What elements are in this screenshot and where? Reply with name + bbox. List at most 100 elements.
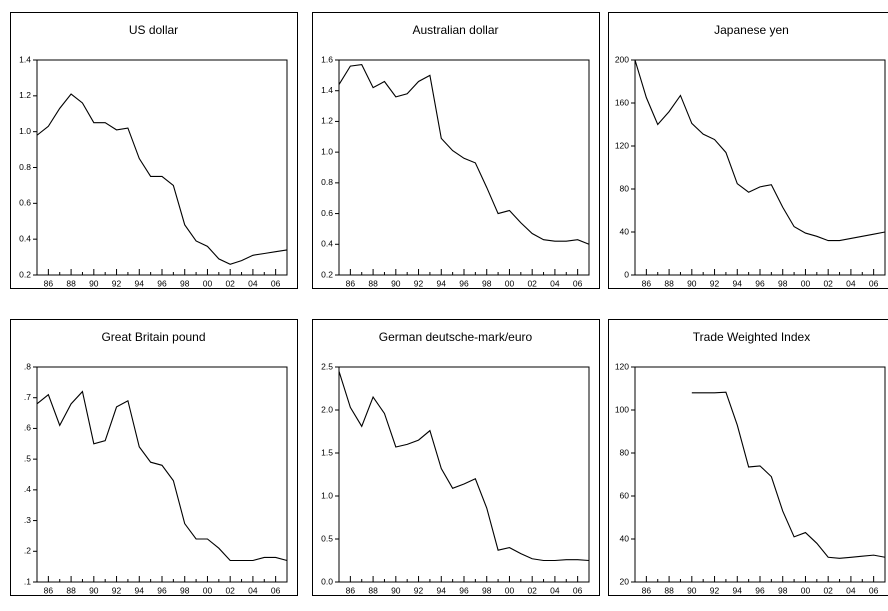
panel-title: Japanese yen bbox=[714, 23, 789, 37]
x-tick-label: 86 bbox=[346, 585, 356, 595]
panel: US dollar 0.2 0.4 0.6 0.8 1.0 1.2 1.4 86 88 90 92 94… bbox=[10, 12, 298, 289]
plot-frame bbox=[36, 59, 288, 276]
y-tick-label: 40 bbox=[620, 533, 630, 543]
x-tick-label: 94 bbox=[437, 278, 447, 288]
y-tick-label: .4 bbox=[24, 484, 31, 494]
y-tick-label: 1.2 bbox=[19, 90, 31, 100]
panel-title: US dollar bbox=[129, 23, 178, 37]
y-tick-label: 0.6 bbox=[321, 208, 333, 218]
y-tick-label: 80 bbox=[620, 183, 630, 193]
y-tick-label: 120 bbox=[615, 140, 629, 150]
x-tick-label: 04 bbox=[248, 278, 258, 288]
x-tick-label: 88 bbox=[368, 585, 378, 595]
x-tick-label: 90 bbox=[391, 278, 401, 288]
y-tick-label: 120 bbox=[615, 361, 629, 371]
y-tick-label: .6 bbox=[24, 423, 31, 433]
x-tick-label: 86 bbox=[44, 585, 54, 595]
panel-frame bbox=[312, 319, 600, 596]
plot-frame bbox=[338, 59, 590, 276]
x-tick-label: 00 bbox=[801, 585, 811, 595]
y-tick-label: 0.4 bbox=[19, 233, 31, 243]
x-tick-label: 92 bbox=[414, 585, 424, 595]
y-tick-label: 1.2 bbox=[321, 116, 333, 126]
x-tick-label: 06 bbox=[869, 278, 879, 288]
x-tick-label: 06 bbox=[271, 278, 281, 288]
y-tick-label: 1.6 bbox=[321, 54, 333, 64]
series-line bbox=[338, 64, 590, 245]
y-tick-label: .3 bbox=[24, 515, 31, 525]
x-tick-label: 04 bbox=[550, 278, 560, 288]
y-tick-label: 1.0 bbox=[321, 490, 333, 500]
x-tick-label: 98 bbox=[482, 278, 492, 288]
panel-frame bbox=[312, 12, 600, 289]
panel: Trade Weighted Index 20 40 60 80 100 120 86 88 90… bbox=[608, 319, 888, 596]
y-tick-label: 1.0 bbox=[19, 126, 31, 136]
y-tick-label: 2.0 bbox=[321, 404, 333, 414]
x-tick-label: 98 bbox=[180, 585, 190, 595]
x-tick-label: 04 bbox=[550, 585, 560, 595]
x-tick-label: 98 bbox=[778, 278, 788, 288]
x-tick-label: 94 bbox=[437, 585, 447, 595]
x-tick-label: 96 bbox=[157, 585, 167, 595]
x-tick-label: 92 bbox=[710, 585, 720, 595]
x-tick-label: 06 bbox=[271, 585, 281, 595]
x-tick-label: 02 bbox=[527, 585, 537, 595]
x-tick-label: 00 bbox=[203, 585, 213, 595]
x-tick-label: 86 bbox=[642, 278, 652, 288]
y-tick-label: 60 bbox=[620, 490, 630, 500]
y-tick-label: .8 bbox=[24, 361, 31, 371]
y-tick-label: 0.0 bbox=[321, 576, 333, 586]
x-tick-label: 96 bbox=[459, 585, 469, 595]
x-tick-label: 90 bbox=[687, 585, 697, 595]
panel: German deutsche-mark/euro 0.0 0.5 1.0 1.5 2.0… bbox=[312, 319, 600, 596]
y-tick-label: 1.4 bbox=[321, 85, 333, 95]
y-tick-label: 1.4 bbox=[19, 54, 31, 64]
panel: Australian dollar 0.2 0.4 0.6 0.8 1.0 1.2 1.4 1.… bbox=[312, 12, 600, 289]
y-tick-label: 0.2 bbox=[321, 269, 333, 279]
x-tick-label: 88 bbox=[368, 278, 378, 288]
x-tick-label: 86 bbox=[642, 585, 652, 595]
panel-title: German deutsche-mark/euro bbox=[379, 330, 533, 344]
x-tick-label: 92 bbox=[112, 278, 122, 288]
x-tick-label: 88 bbox=[664, 278, 674, 288]
x-tick-label: 98 bbox=[482, 585, 492, 595]
plot-frame bbox=[338, 366, 590, 583]
series-line bbox=[36, 93, 288, 265]
y-tick-label: 2.5 bbox=[321, 361, 333, 371]
x-tick-label: 94 bbox=[135, 585, 145, 595]
series-line bbox=[634, 59, 886, 242]
x-tick-label: 92 bbox=[414, 278, 424, 288]
y-tick-label: 0.5 bbox=[321, 533, 333, 543]
panel-frame bbox=[608, 319, 888, 596]
x-tick-label: 02 bbox=[225, 278, 235, 288]
x-tick-label: 94 bbox=[733, 278, 743, 288]
y-tick-label: 0.8 bbox=[321, 177, 333, 187]
x-tick-label: 90 bbox=[89, 278, 99, 288]
series-line bbox=[36, 390, 288, 562]
x-tick-label: 02 bbox=[527, 278, 537, 288]
y-tick-label: 160 bbox=[615, 97, 629, 107]
panel-title: Great Britain pound bbox=[101, 330, 205, 344]
plot-frame bbox=[36, 366, 288, 583]
y-tick-label: 40 bbox=[620, 226, 630, 236]
x-tick-label: 00 bbox=[203, 278, 213, 288]
x-tick-label: 90 bbox=[391, 585, 401, 595]
panel-title: Australian dollar bbox=[412, 23, 498, 37]
x-tick-label: 88 bbox=[664, 585, 674, 595]
y-tick-label: 1.5 bbox=[321, 447, 333, 457]
panel: Great Britain pound .1 .2 .3 .4 .5 .6 .7 .8 86 88 9… bbox=[10, 319, 298, 596]
y-tick-label: .7 bbox=[24, 392, 31, 402]
y-tick-label: 0 bbox=[624, 269, 629, 279]
x-tick-label: 90 bbox=[687, 278, 697, 288]
x-tick-label: 90 bbox=[89, 585, 99, 595]
x-tick-label: 04 bbox=[846, 278, 856, 288]
y-tick-label: 1.0 bbox=[321, 146, 333, 156]
x-tick-label: 98 bbox=[180, 278, 190, 288]
series-line bbox=[338, 371, 590, 562]
panel-frame bbox=[10, 319, 298, 596]
x-tick-label: 94 bbox=[135, 278, 145, 288]
x-tick-label: 00 bbox=[505, 278, 515, 288]
x-tick-label: 98 bbox=[778, 585, 788, 595]
